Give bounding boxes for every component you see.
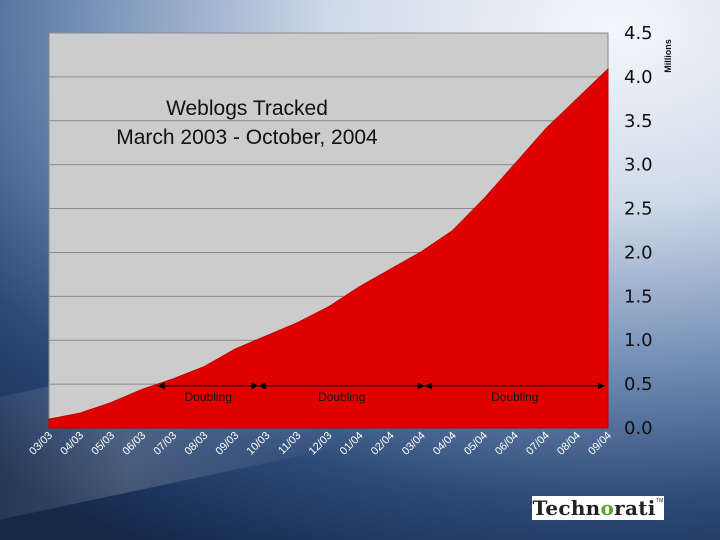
- y-axis-tick-labels: 0.0 0.5 1.0 1.5 2.0 2.5 3.0 3.5 4.0 4.5: [624, 23, 653, 439]
- x-tick-label: 04/03: [58, 430, 86, 458]
- x-tick-label: 09/03: [213, 430, 241, 458]
- x-tick-label: 05/04: [462, 430, 490, 458]
- y-axis-label: Millions: [663, 39, 673, 73]
- x-tick-label: 03/03: [27, 430, 55, 458]
- x-tick-label: 08/04: [555, 430, 583, 458]
- y-tick-label: 4.0: [624, 67, 653, 88]
- y-tick-label: 3.5: [624, 111, 653, 132]
- y-tick-label: 4.5: [624, 23, 653, 44]
- doubling-label: Doubling: [318, 390, 365, 404]
- x-tick-label: 10/03: [245, 430, 273, 458]
- y-tick-label: 0.0: [624, 418, 653, 439]
- y-tick-label: 3.0: [624, 155, 653, 176]
- x-tick-label: 08/03: [182, 430, 210, 458]
- logo-o: o: [600, 496, 615, 520]
- arrowhead-right: [417, 382, 425, 390]
- arrowhead-left: [157, 382, 165, 390]
- logo-trademark: TM: [655, 498, 664, 504]
- x-tick-label: 07/04: [524, 430, 552, 458]
- x-tick-label: 06/04: [493, 430, 521, 458]
- logo-text-end: rati: [614, 496, 656, 520]
- x-tick-label: 02/04: [369, 430, 397, 458]
- doubling-label: Doubling: [491, 390, 538, 404]
- x-tick-label: 09/04: [586, 430, 614, 458]
- arrowhead-right: [597, 382, 605, 390]
- arrowhead-left: [424, 382, 432, 390]
- x-tick-label: 07/03: [151, 430, 179, 458]
- doubling-label: Doubling: [185, 390, 232, 404]
- x-tick-label: 12/03: [307, 430, 335, 458]
- x-tick-label: 03/04: [400, 430, 428, 458]
- x-tick-label: 04/04: [431, 430, 459, 458]
- y-tick-label: 2.5: [624, 199, 653, 220]
- technorati-logo: Techn o rati TM: [532, 496, 664, 520]
- logo-text-start: Techn: [532, 496, 601, 520]
- x-axis-tick-labels: 03/03 04/03 05/03 06/03 07/03 08/03 09/03 10/03…: [27, 430, 614, 458]
- arrowhead-left: [258, 382, 266, 390]
- chart-title-line1: Weblogs Tracked: [166, 97, 328, 120]
- y-tick-label: 2.0: [624, 242, 653, 263]
- y-tick-label: 1.0: [624, 330, 653, 351]
- x-tick-label: 05/03: [89, 430, 117, 458]
- y-tick-label: 1.5: [624, 286, 653, 307]
- arrowhead-right: [251, 382, 259, 390]
- x-tick-label: 11/03: [276, 430, 303, 457]
- weblogs-area-series: [48, 67, 609, 429]
- chart-title-line2: March 2003 - October, 2004: [116, 126, 378, 149]
- y-tick-label: 0.5: [624, 374, 653, 395]
- x-tick-label: 06/03: [120, 430, 148, 458]
- x-tick-label: 01/04: [338, 430, 366, 458]
- doubling-annotations: Doubling Doubling Doubling: [157, 382, 605, 404]
